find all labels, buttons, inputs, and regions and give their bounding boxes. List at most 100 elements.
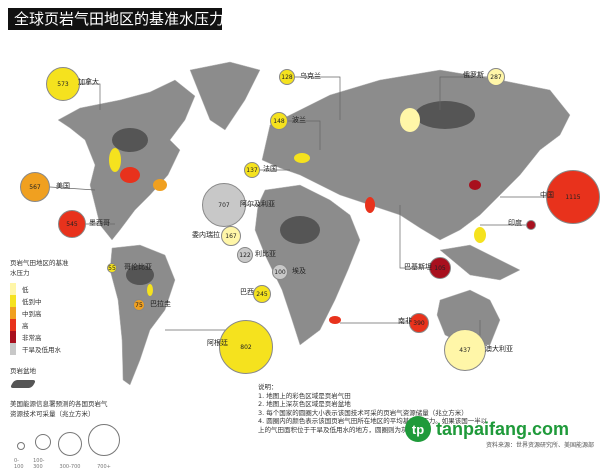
legend-item: 低 bbox=[10, 283, 120, 295]
country-bubble: 55 bbox=[107, 263, 117, 273]
country-bubble: 122 bbox=[237, 247, 253, 263]
country-bubble: 128 bbox=[279, 69, 295, 85]
legend-item-label: 中到高 bbox=[22, 310, 42, 318]
size-key: 300-700 bbox=[58, 432, 82, 470]
southeast-asia bbox=[439, 244, 521, 281]
basin-shape bbox=[126, 265, 154, 285]
shale-plays bbox=[109, 108, 486, 324]
watermark-text: tanpaifang.com bbox=[436, 418, 570, 439]
size-key: 0-100 bbox=[14, 442, 27, 470]
country-bubble: 567 bbox=[20, 172, 50, 202]
country-label: 澳大利亚 bbox=[485, 345, 513, 353]
legend-title: 页岩气田地区的基准水压力 bbox=[10, 259, 69, 277]
legend-item: 干旱及低用水 bbox=[10, 343, 120, 355]
country-label: 俄罗斯 bbox=[463, 71, 484, 79]
country-label: 利比亚 bbox=[255, 250, 276, 258]
country-label: 波兰 bbox=[292, 116, 306, 124]
basin-shape bbox=[415, 101, 475, 129]
legend-item-label: 非常高 bbox=[22, 334, 42, 342]
size-tick: 700+ bbox=[97, 464, 111, 470]
country-label: 委内瑞拉 bbox=[192, 231, 220, 239]
legend-swatch bbox=[10, 319, 16, 331]
legend-swatch bbox=[10, 343, 16, 355]
country-bubble: 287 bbox=[487, 68, 505, 86]
europe-asia bbox=[261, 69, 571, 241]
country-bubble: 1115 bbox=[546, 170, 600, 224]
page-title: 全球页岩气田地区的基准水压力 bbox=[8, 8, 224, 30]
size-circle bbox=[34, 434, 51, 450]
country-bubble: 167 bbox=[221, 226, 241, 246]
notes: 说明： 1. 地图上的彩色区域是页岩气田 2. 地图上深灰色区域是页岩盆地 3.… bbox=[258, 383, 548, 434]
basin-label: 页岩盆地 bbox=[10, 367, 36, 375]
country-bubble: 437 bbox=[444, 329, 486, 371]
basin-shape bbox=[280, 216, 320, 244]
legend-item-label: 干旱及低用水 bbox=[22, 346, 61, 354]
country-label: 阿尔及利亚 bbox=[240, 200, 275, 208]
country-label: 巴西 bbox=[240, 288, 254, 296]
watermark: tp tanpaifang.com bbox=[405, 416, 569, 442]
country-bubble: 545 bbox=[58, 210, 86, 238]
africa bbox=[254, 184, 361, 346]
legend: 页岩气田地区的基准水压力 低低到中中到高高非常高干旱及低用水 页岩盆地 美国能源… bbox=[9, 257, 120, 470]
legend-item: 低到中 bbox=[10, 295, 120, 307]
country-bubble: 100 bbox=[272, 264, 288, 280]
size-title: 美国能源信息署预测的各国页岩气资源技术可采量（兆立方米） bbox=[10, 400, 108, 418]
country-bubble bbox=[526, 220, 536, 230]
world-map bbox=[49, 61, 571, 386]
country-label: 阿根廷 bbox=[207, 339, 228, 347]
note-line: 4. 圆圈内的颜色表示该国页岩气田所在地区的平均基准水压力。如果该国一半以上的气… bbox=[258, 417, 488, 434]
south-america bbox=[109, 244, 176, 386]
country-bubble: 707 bbox=[202, 183, 246, 227]
legend-swatch bbox=[10, 295, 16, 307]
leader-lines bbox=[49, 76, 546, 351]
size-circle bbox=[88, 424, 120, 456]
country-label: 中国 bbox=[540, 191, 554, 199]
greenland bbox=[189, 61, 261, 131]
country-label: 加拿大 bbox=[78, 78, 99, 86]
country-label: 墨西哥 bbox=[89, 219, 110, 227]
legend-item-label: 高 bbox=[22, 322, 29, 330]
country-label: 埃及 bbox=[292, 267, 306, 275]
notes-heading: 说明： bbox=[258, 383, 278, 391]
size-circle bbox=[16, 442, 25, 450]
basin-swatch bbox=[9, 380, 37, 388]
note-line: 2. 地图上深灰色区域是页岩盆地 bbox=[258, 400, 351, 408]
country-bubble: 802 bbox=[219, 320, 273, 374]
size-circle bbox=[58, 432, 82, 456]
country-bubble: 105 bbox=[429, 257, 451, 279]
country-label: 法国 bbox=[263, 165, 277, 173]
country-bubble: 148 bbox=[270, 112, 288, 130]
country-label: 乌克兰 bbox=[300, 72, 321, 80]
country-bubble: 245 bbox=[253, 285, 271, 303]
legend-item: 中到高 bbox=[10, 307, 120, 319]
australia bbox=[436, 289, 501, 346]
note-line: 1. 地图上的彩色区域是页岩气田 bbox=[258, 391, 351, 400]
legend-swatch bbox=[10, 331, 16, 343]
country-label: 南非 bbox=[398, 317, 412, 325]
size-tick: 300-700 bbox=[59, 464, 81, 470]
legend-item-label: 低到中 bbox=[22, 298, 42, 306]
size-key: 100-300 bbox=[33, 434, 52, 470]
size-key: 700+ bbox=[88, 424, 120, 470]
country-bubble: 75 bbox=[133, 299, 145, 311]
basin-shape bbox=[112, 128, 148, 152]
note-line: 3. 每个国家的圆圈大小表示该国技术可采的页岩气资源储量（兆立方米） bbox=[258, 408, 468, 417]
country-bubble: 573 bbox=[46, 67, 80, 101]
country-label: 印度 bbox=[508, 219, 522, 227]
legend-swatch bbox=[10, 283, 16, 295]
size-tick: 100-300 bbox=[33, 458, 45, 470]
source: 资料来源：世界资源研究所、美国能源部 bbox=[485, 442, 594, 449]
north-america bbox=[57, 79, 196, 241]
logo-icon: tp bbox=[405, 416, 431, 442]
country-label: 巴基斯坦 bbox=[404, 263, 432, 271]
country-label: 美国 bbox=[56, 182, 70, 190]
country-bubble: 137 bbox=[244, 162, 260, 178]
country-bubble: 390 bbox=[409, 313, 429, 333]
legend-item-label: 低 bbox=[22, 286, 29, 294]
size-tick: 0-100 bbox=[14, 458, 24, 470]
legend-item: 高 bbox=[10, 319, 120, 331]
legend-item: 非常高 bbox=[10, 331, 120, 343]
legend-swatch bbox=[10, 307, 16, 319]
country-label: 巴拉圭 bbox=[150, 300, 171, 308]
country-label: 哥伦比亚 bbox=[124, 263, 152, 271]
